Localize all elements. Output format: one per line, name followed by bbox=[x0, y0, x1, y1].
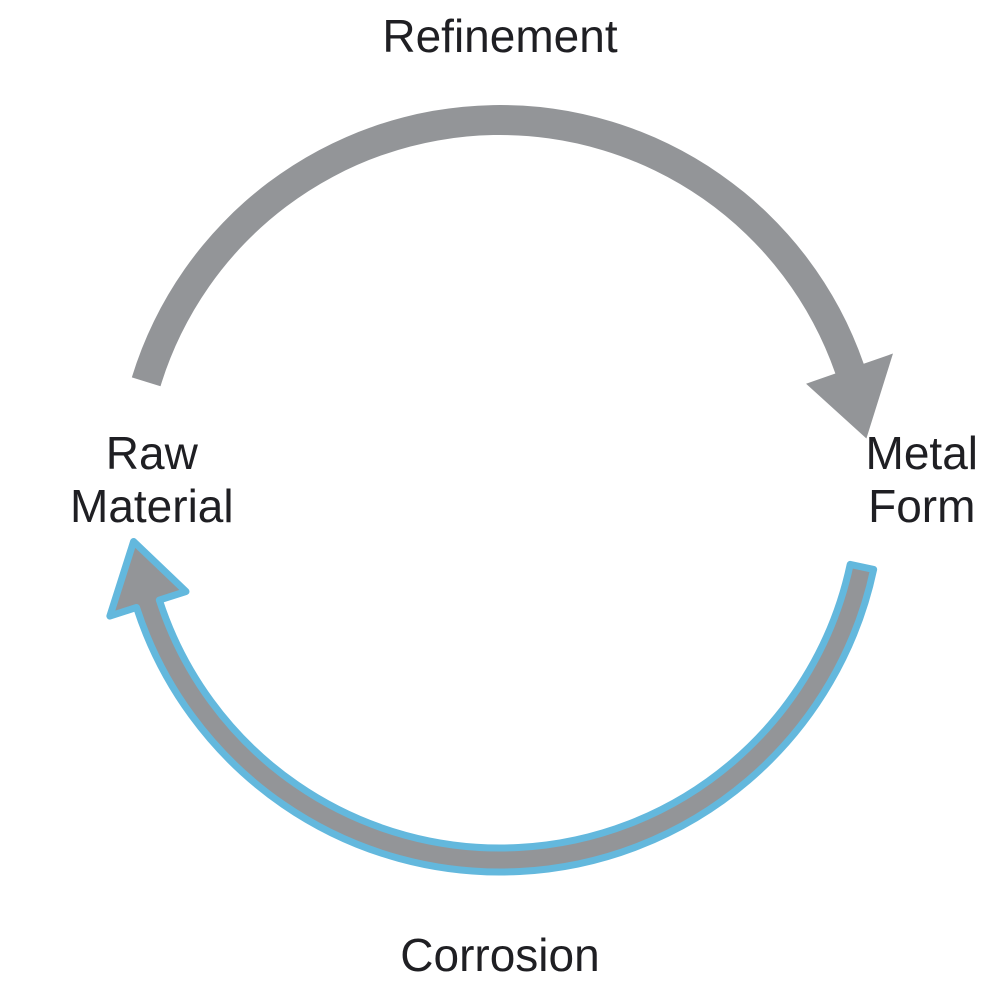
raw-material-line1: Raw bbox=[106, 427, 198, 479]
metal-form-line1: Metal bbox=[866, 427, 978, 479]
corrosion-arrow bbox=[110, 541, 874, 872]
metal-form-label: Metal Form bbox=[866, 427, 978, 533]
raw-material-line2: Material bbox=[70, 480, 234, 532]
raw-material-label: Raw Material bbox=[70, 427, 234, 533]
corrosion-label: Corrosion bbox=[400, 929, 599, 982]
refinement-label: Refinement bbox=[382, 10, 617, 63]
metal-form-line2: Form bbox=[868, 480, 975, 532]
cycle-diagram: Refinement Corrosion Raw Material Metal … bbox=[0, 0, 1000, 1000]
refinement-arrow bbox=[132, 105, 893, 439]
